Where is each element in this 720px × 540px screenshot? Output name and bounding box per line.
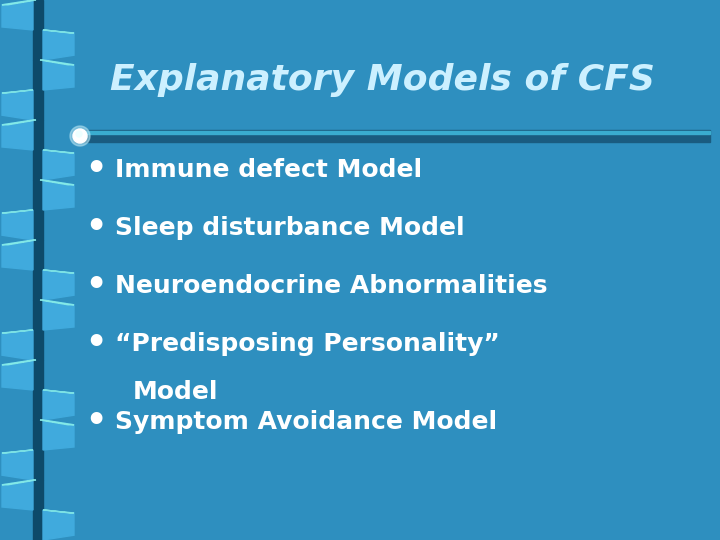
Polygon shape: [43, 180, 74, 210]
Text: Symptom Avoidance Model: Symptom Avoidance Model: [115, 410, 497, 434]
Polygon shape: [43, 270, 74, 273]
Bar: [33, 360, 43, 420]
Circle shape: [76, 131, 82, 137]
Bar: [75, 130, 710, 142]
Bar: [75, 131, 710, 134]
Polygon shape: [2, 90, 33, 93]
Circle shape: [73, 129, 87, 143]
Polygon shape: [43, 420, 74, 450]
Text: •: •: [86, 327, 107, 361]
Polygon shape: [2, 330, 33, 333]
Text: Explanatory Models of CFS: Explanatory Models of CFS: [110, 63, 655, 97]
Text: •: •: [86, 212, 107, 245]
Polygon shape: [2, 90, 33, 120]
Bar: [33, 120, 43, 180]
Polygon shape: [2, 210, 33, 240]
Polygon shape: [2, 120, 33, 150]
Polygon shape: [43, 300, 74, 330]
Bar: [33, 0, 43, 60]
Polygon shape: [2, 360, 36, 365]
Polygon shape: [43, 60, 74, 90]
Polygon shape: [2, 210, 33, 213]
Polygon shape: [2, 450, 33, 480]
Polygon shape: [43, 270, 74, 300]
Bar: [33, 240, 43, 300]
Polygon shape: [2, 240, 36, 245]
Circle shape: [70, 126, 90, 146]
Text: Model: Model: [133, 380, 218, 404]
Polygon shape: [43, 150, 74, 153]
Polygon shape: [2, 480, 33, 510]
Polygon shape: [40, 300, 74, 305]
Bar: [33, 60, 43, 120]
Polygon shape: [43, 150, 74, 180]
Text: Neuroendocrine Abnormalities: Neuroendocrine Abnormalities: [115, 274, 547, 298]
Polygon shape: [2, 360, 33, 390]
Polygon shape: [43, 390, 74, 420]
Text: “Predisposing Personality”: “Predisposing Personality”: [115, 332, 500, 356]
Polygon shape: [40, 420, 74, 425]
Polygon shape: [40, 60, 74, 65]
Text: •: •: [86, 406, 107, 438]
Polygon shape: [43, 30, 74, 33]
Polygon shape: [2, 120, 36, 125]
Text: •: •: [86, 153, 107, 186]
Bar: [33, 180, 43, 240]
Polygon shape: [2, 330, 33, 360]
Polygon shape: [43, 30, 74, 60]
Polygon shape: [43, 390, 74, 393]
Text: •: •: [86, 269, 107, 302]
Bar: [33, 300, 43, 360]
Polygon shape: [2, 450, 33, 453]
Polygon shape: [2, 0, 33, 30]
Polygon shape: [2, 240, 33, 270]
Polygon shape: [43, 510, 74, 513]
Text: Sleep disturbance Model: Sleep disturbance Model: [115, 216, 464, 240]
Bar: [33, 420, 43, 480]
Polygon shape: [2, 480, 36, 485]
Polygon shape: [40, 180, 74, 185]
Bar: [33, 480, 43, 540]
Polygon shape: [43, 510, 74, 540]
Text: Immune defect Model: Immune defect Model: [115, 158, 422, 182]
Polygon shape: [2, 0, 36, 5]
